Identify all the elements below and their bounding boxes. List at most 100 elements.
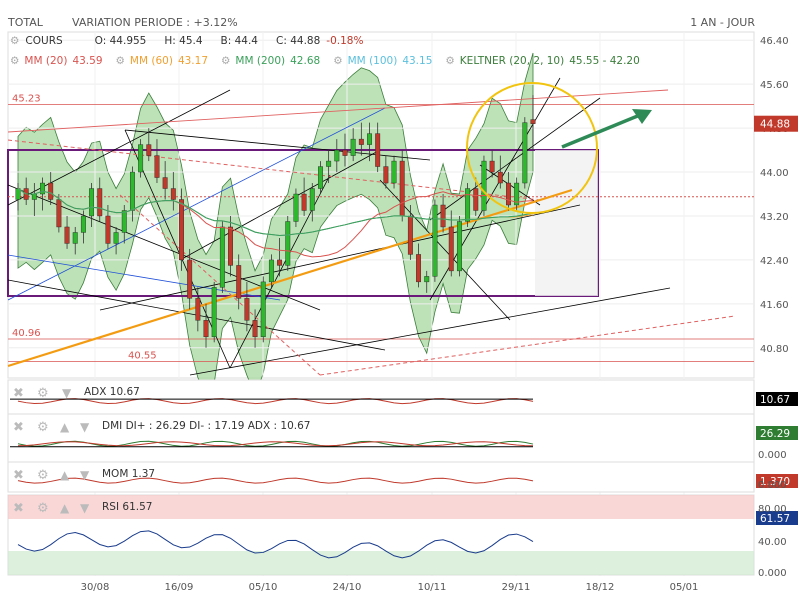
close-icon[interactable]: ✖ <box>13 501 24 516</box>
x-tick-label: 29/11 <box>502 582 531 593</box>
candle-body <box>407 215 413 255</box>
candle-body <box>211 287 217 338</box>
rsi-tick-label: 40.00 <box>758 537 787 548</box>
gear-icon[interactable]: ⚙ <box>115 55 125 67</box>
gear-icon[interactable]: ⚙ <box>445 55 455 67</box>
level-label: 45.23 <box>12 93 41 104</box>
indicator-value-text: 1.370 <box>760 476 790 488</box>
legend-open: O: 44.955 <box>94 35 147 47</box>
gear-icon[interactable]: ⚙ <box>37 386 49 401</box>
trend-line <box>7 107 386 301</box>
legend-row-ma: ⚙ MM (20) 43.59 ⚙ MM (60) 43.17 ⚙ MM (20… <box>10 55 640 67</box>
legend-cours: COURS <box>25 35 63 47</box>
y-tick-label: 41.60 <box>760 300 789 311</box>
y-tick-label: 46.40 <box>760 36 789 47</box>
candle-body <box>489 160 495 173</box>
arrow-up-icon[interactable]: ▲ <box>60 468 70 482</box>
candle-body <box>121 210 127 233</box>
candle-body <box>260 281 266 338</box>
trend-line <box>429 97 601 221</box>
gear-icon[interactable]: ⚙ <box>221 55 231 67</box>
legend-keltner: KELTNER (20, 2, 10) <box>459 55 565 67</box>
last-price-label: 44.88 <box>760 119 790 131</box>
candle-body <box>506 182 511 206</box>
gear-icon[interactable]: ⚙ <box>10 35 20 47</box>
candle-body <box>522 122 528 184</box>
candle-body <box>293 193 299 222</box>
candle-body <box>277 259 283 266</box>
mom-tick-label: 0.000 <box>758 480 787 491</box>
trend-line <box>179 149 381 261</box>
x-tick-label: 24/10 <box>333 582 362 593</box>
candle-body <box>309 188 315 211</box>
indicator-label: RSI 61.57 <box>102 501 152 513</box>
indicator-line <box>17 440 534 447</box>
y-tick-label: 44.00 <box>760 168 789 179</box>
candle-body <box>228 226 233 266</box>
candle-body <box>497 171 503 184</box>
close-icon[interactable]: ✖ <box>13 468 24 483</box>
candle-body <box>64 226 70 244</box>
close-icon[interactable]: ✖ <box>13 420 24 435</box>
gear-icon[interactable]: ⚙ <box>37 468 49 483</box>
candle-body <box>187 259 193 299</box>
candle-body <box>375 133 381 167</box>
trend-line <box>7 89 231 206</box>
candle-body <box>514 182 520 206</box>
candle-body <box>432 204 438 277</box>
candle-body <box>113 232 119 244</box>
indicator-label: MOM 1.37 <box>102 468 155 480</box>
legend-close: C: 44.88 <box>276 35 321 47</box>
candle-body <box>530 119 536 124</box>
candle-body <box>326 160 332 167</box>
candle-body <box>424 276 430 283</box>
gear-icon[interactable]: ⚙ <box>37 420 49 435</box>
legend-mm60: MM (60) <box>129 55 173 67</box>
candle-body <box>56 199 62 228</box>
period-selector[interactable]: 1 AN - JOUR <box>690 16 755 29</box>
candle-body <box>162 177 168 189</box>
y-tick-label: 43.20 <box>760 212 789 223</box>
candle-body <box>89 188 95 217</box>
highlight-circle <box>466 82 598 214</box>
rsi-oversold-zone <box>8 551 754 575</box>
candle-body <box>399 160 405 217</box>
last-price-badge <box>754 115 798 132</box>
indicator-label: ADX 10.67 <box>84 386 140 398</box>
arrow-down-icon[interactable]: ▼ <box>62 386 72 400</box>
candle-body <box>334 149 340 162</box>
candle-body <box>383 166 389 184</box>
candle-body <box>416 254 422 283</box>
trend-arrow-head <box>632 109 652 124</box>
gear-icon[interactable]: ⚙ <box>333 55 343 67</box>
arrow-up-icon[interactable]: ▲ <box>60 501 70 515</box>
arrow-down-icon[interactable]: ▼ <box>80 420 90 434</box>
level-label: 40.96 <box>12 328 41 339</box>
candle-body <box>252 320 258 338</box>
indicator-value-text: 26.29 <box>760 428 790 440</box>
candle-body <box>138 144 144 173</box>
legend-row-ohlc: ⚙ COURS O: 44.955 H: 45.4 B: 44.4 C: 44.… <box>10 35 363 47</box>
x-tick-label: 18/12 <box>586 582 615 593</box>
indicator-value-text: 10.67 <box>760 394 790 406</box>
candle-body <box>236 265 242 299</box>
gear-icon[interactable]: ⚙ <box>37 501 49 516</box>
candle-body <box>350 138 356 156</box>
arrow-down-icon[interactable]: ▼ <box>80 501 90 515</box>
x-tick-label: 30/08 <box>81 582 110 593</box>
indicator-line <box>17 441 534 447</box>
rsi-tick-label: 0.000 <box>758 568 787 579</box>
candle-body <box>80 215 86 233</box>
candle-body <box>481 160 487 211</box>
arrow-down-icon[interactable]: ▼ <box>80 468 90 482</box>
candle-body <box>391 160 397 184</box>
indicator-value-badge <box>756 511 798 525</box>
close-icon[interactable]: ✖ <box>13 386 24 401</box>
candle-body <box>244 298 250 321</box>
y-tick-label: 40.80 <box>760 344 789 355</box>
arrow-up-icon[interactable]: ▲ <box>60 420 70 434</box>
candle-body <box>285 221 291 266</box>
gear-icon[interactable]: ⚙ <box>10 55 20 67</box>
candle-body <box>72 232 78 244</box>
